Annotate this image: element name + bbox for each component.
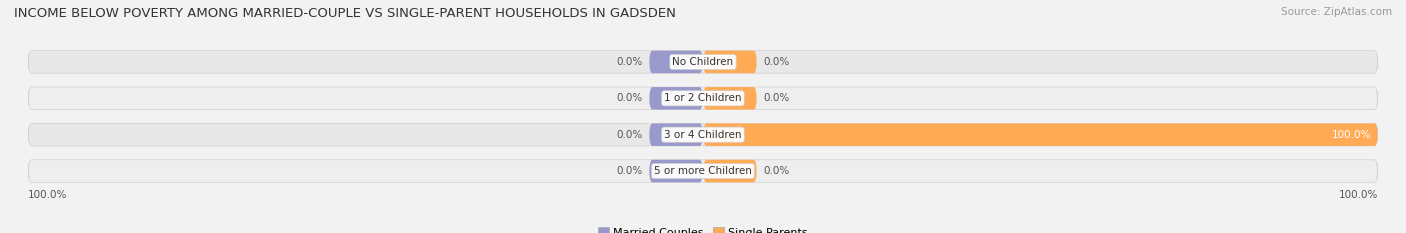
Text: 100.0%: 100.0% — [1331, 130, 1371, 140]
Text: 100.0%: 100.0% — [28, 190, 67, 200]
Text: No Children: No Children — [672, 57, 734, 67]
FancyBboxPatch shape — [650, 123, 703, 146]
Text: 0.0%: 0.0% — [763, 166, 790, 176]
Text: 0.0%: 0.0% — [763, 57, 790, 67]
FancyBboxPatch shape — [28, 87, 1378, 110]
Text: INCOME BELOW POVERTY AMONG MARRIED-COUPLE VS SINGLE-PARENT HOUSEHOLDS IN GADSDEN: INCOME BELOW POVERTY AMONG MARRIED-COUPL… — [14, 7, 676, 20]
FancyBboxPatch shape — [28, 123, 1378, 146]
Text: 100.0%: 100.0% — [1339, 190, 1378, 200]
Text: 0.0%: 0.0% — [616, 57, 643, 67]
FancyBboxPatch shape — [703, 51, 756, 73]
Text: 0.0%: 0.0% — [763, 93, 790, 103]
Text: 0.0%: 0.0% — [616, 130, 643, 140]
FancyBboxPatch shape — [28, 160, 1378, 182]
Text: 3 or 4 Children: 3 or 4 Children — [664, 130, 742, 140]
Text: 0.0%: 0.0% — [616, 93, 643, 103]
FancyBboxPatch shape — [650, 87, 703, 110]
Text: 1 or 2 Children: 1 or 2 Children — [664, 93, 742, 103]
Text: Source: ZipAtlas.com: Source: ZipAtlas.com — [1281, 7, 1392, 17]
FancyBboxPatch shape — [703, 123, 1378, 146]
FancyBboxPatch shape — [650, 160, 703, 182]
FancyBboxPatch shape — [703, 87, 756, 110]
Legend: Married Couples, Single Parents: Married Couples, Single Parents — [593, 223, 813, 233]
Text: 0.0%: 0.0% — [616, 166, 643, 176]
FancyBboxPatch shape — [28, 51, 1378, 73]
FancyBboxPatch shape — [703, 160, 756, 182]
FancyBboxPatch shape — [650, 51, 703, 73]
Text: 5 or more Children: 5 or more Children — [654, 166, 752, 176]
